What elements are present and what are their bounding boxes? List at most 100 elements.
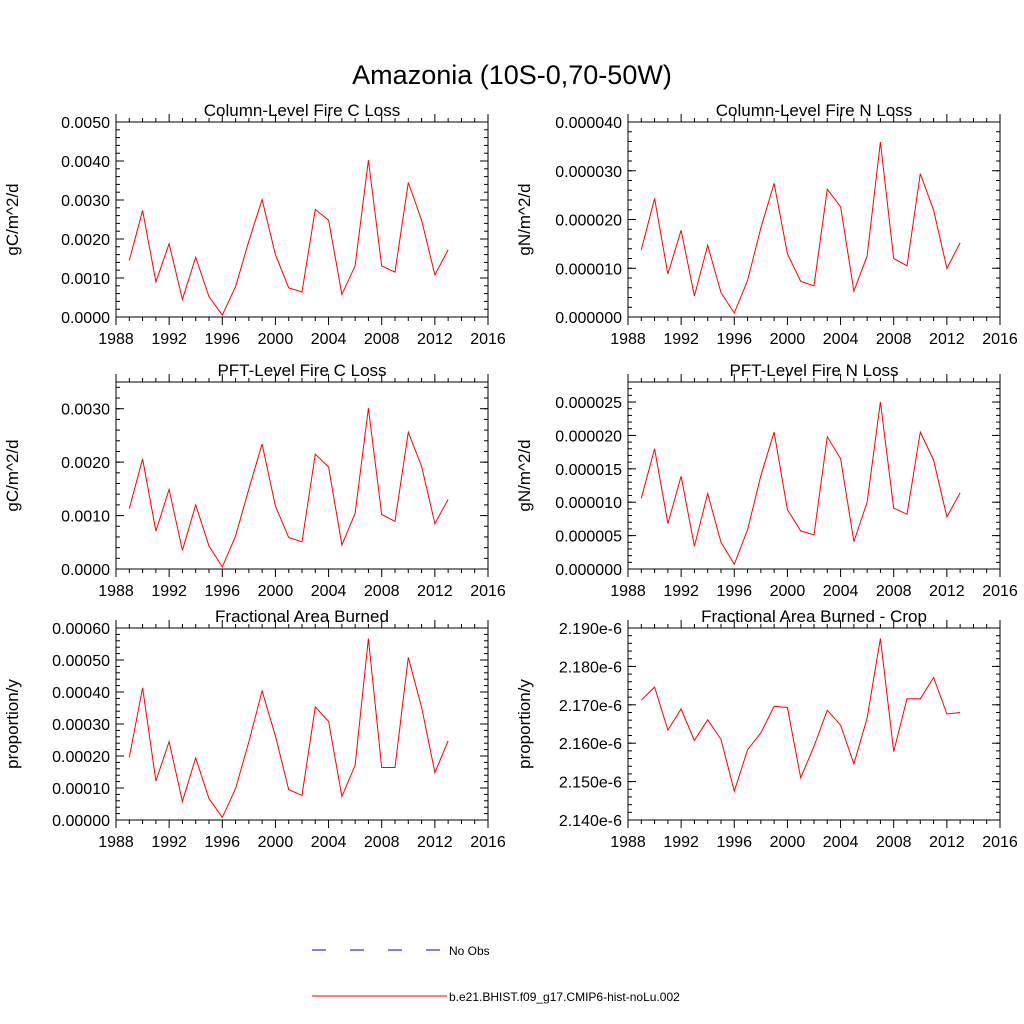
x-tick-label: 2008 [364,583,400,600]
series-line-model [128,638,449,819]
x-tick-label: 2000 [258,834,294,851]
x-tick-label: 2004 [823,834,859,851]
x-tick-label: 2008 [876,834,912,851]
x-tick-label: 2008 [876,583,912,600]
panel-grid: Column-Level Fire C Loss gC/m^2/d 1988 1992… [3,101,1018,851]
legend-label-model: b.e21.BHIST.f09_g17.CMIP6-hist-noLu.002 [449,990,680,1004]
y-tick-label: 0.000010 [555,495,622,512]
chart-panel-2: Column-Level Fire N Loss gN/m^2/d 1988 1992… [515,101,1018,348]
plot-frame [115,627,489,821]
chart-panel-4: PFT-Level Fire N Loss gN/m^2/d 1988 1992 199… [515,361,1018,600]
x-tick-label: 1992 [663,331,699,348]
x-tick-label: 2016 [982,834,1018,851]
x-tick-label: 2000 [258,583,294,600]
y-tick-label: 0.00040 [52,685,110,702]
x-tick-label: 2016 [470,583,506,600]
chart-panel-6: Fractional Area Burned - Crop proportion/… [515,607,1018,851]
y-tick-label: 0.000000 [555,310,622,327]
y-tick-label: 0.0010 [61,509,110,526]
panel-title: Column-Level Fire C Loss [204,101,401,120]
chart-panel-5: Fractional Area Burned proportion/y 1988 19… [3,607,506,851]
y-tick-label: 2.140e-6 [559,813,622,830]
y-axis-label: gN/m^2/d [515,183,534,255]
y-tick-label: 0.0030 [61,193,110,210]
y-tick-label: 0.000030 [555,164,622,181]
series-line-model [640,141,961,315]
x-tick-label: 1992 [151,583,187,600]
y-tick-label: 0.000010 [555,261,622,278]
x-tick-label: 1992 [151,834,187,851]
panel-title: PFT-Level Fire N Loss [729,361,898,380]
y-tick-label: 0.00060 [52,621,110,638]
plot-frame [627,627,1001,821]
y-tick-label: 0.0020 [61,455,110,472]
x-tick-label: 2004 [311,834,347,851]
x-tick-label: 2016 [982,331,1018,348]
y-axis-label: proportion/y [515,679,534,769]
x-tick-label: 2004 [823,583,859,600]
x-tick-label: 2012 [417,834,453,851]
x-tick-label: 1988 [610,583,646,600]
x-tick-label: 2000 [258,331,294,348]
y-axis-label: proportion/y [3,679,22,769]
x-tick-label: 2016 [470,834,506,851]
legend: No Obs b.e21.BHIST.f09_g17.CMIP6-hist-no… [312,944,680,1004]
y-tick-label: 0.000025 [555,395,622,412]
x-tick-label: 1992 [663,834,699,851]
x-tick-label: 1996 [716,834,752,851]
x-tick-label: 1996 [204,331,240,348]
x-tick-label: 1996 [204,834,240,851]
y-tick-label: 0.0000 [61,310,110,327]
panel-title: Column-Level Fire N Loss [716,101,913,120]
x-tick-label: 2000 [770,583,806,600]
x-tick-label: 1988 [610,834,646,851]
panel-title: Fractional Area Burned [215,607,389,626]
y-tick-label: 0.0030 [61,402,110,419]
x-tick-label: 1988 [98,834,134,851]
x-tick-label: 2012 [929,331,965,348]
y-tick-label: 0.0010 [61,271,110,288]
panel-title: PFT-Level Fire C Loss [217,361,386,380]
x-tick-label: 2008 [364,834,400,851]
x-tick-label: 2008 [364,331,400,348]
y-tick-label: 0.000020 [555,428,622,445]
y-tick-label: 0.0000 [61,562,110,579]
y-axis-label: gC/m^2/d [3,183,22,255]
y-tick-label: 0.0050 [61,115,110,132]
y-tick-label: 0.000015 [555,462,622,479]
x-tick-label: 2012 [417,331,453,348]
chart-panel-1: Column-Level Fire C Loss gC/m^2/d 1988 1992… [3,101,506,348]
y-tick-label: 0.000020 [555,213,622,230]
plot-frame [627,381,1001,570]
x-tick-label: 1996 [716,331,752,348]
x-tick-label: 1988 [98,583,134,600]
chart-panel-3: PFT-Level Fire C Loss gC/m^2/d 1988 1992 199… [3,361,506,600]
y-tick-label: 0.0020 [61,232,110,249]
y-tick-label: 0.00050 [52,653,110,670]
x-tick-label: 2016 [982,583,1018,600]
y-tick-label: 2.150e-6 [559,775,622,792]
y-tick-label: 2.180e-6 [559,659,622,676]
legend-label-no-obs: No Obs [449,944,490,958]
series-line-model [640,638,961,794]
y-tick-label: 0.000000 [555,562,622,579]
plot-frame [627,121,1001,318]
y-tick-label: 0.00010 [52,781,110,798]
x-tick-label: 1988 [610,331,646,348]
x-tick-label: 1988 [98,331,134,348]
y-tick-label: 0.000040 [555,115,622,132]
y-tick-label: 2.170e-6 [559,698,622,715]
y-tick-label: 0.00030 [52,717,110,734]
series-line-model [640,401,961,566]
panel-title: Fractional Area Burned - Crop [701,607,927,626]
series-line-model [128,408,449,568]
x-tick-label: 2012 [929,834,965,851]
y-axis-label: gC/m^2/d [3,439,22,511]
y-tick-label: 0.000005 [555,529,622,546]
x-tick-label: 1992 [663,583,699,600]
y-tick-label: 0.00000 [52,813,110,830]
x-tick-label: 2012 [417,583,453,600]
y-tick-label: 0.00020 [52,749,110,766]
y-tick-label: 0.0040 [61,154,110,171]
